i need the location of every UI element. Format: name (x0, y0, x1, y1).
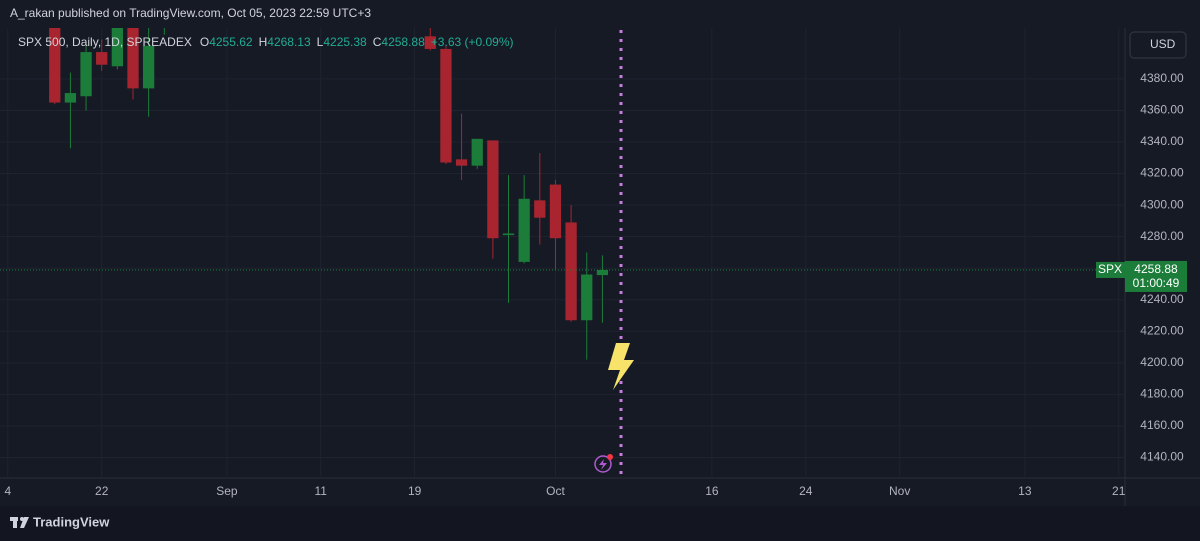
candle-body (127, 28, 139, 89)
tradingview-logo (10, 517, 29, 528)
close-label: C (372, 35, 382, 49)
high-value: 4268.13 (267, 35, 311, 49)
low-value: 4225.38 (323, 35, 367, 49)
x-tick-label: 19 (408, 484, 422, 498)
candle-body (549, 184, 562, 239)
y-tick-label: 4320.00 (1140, 166, 1184, 180)
alert-icon[interactable] (594, 455, 612, 473)
candle-body (80, 52, 92, 97)
candle-body (96, 52, 108, 65)
x-tick-label: 22 (95, 484, 109, 498)
y-tick-label: 4220.00 (1140, 323, 1184, 337)
grid (0, 28, 1125, 478)
y-tick-label: 4280.00 (1140, 229, 1184, 243)
logo-part (13, 517, 17, 528)
x-tick-label: 24 (799, 484, 813, 498)
price-tag (1125, 260, 1187, 292)
candle-body (596, 269, 609, 276)
brand: TradingView (33, 514, 110, 529)
candle-body (581, 274, 593, 321)
candle-body (455, 159, 468, 166)
y-tick-label: 4140.00 (1140, 450, 1184, 464)
price-tag-symbol-box (1096, 261, 1125, 278)
legend: SPX 500, Daily, 1D, SPREADEX O4255.62 H426… (18, 35, 520, 49)
candle-body (64, 93, 77, 103)
price-tag-symbol: SPX (1098, 262, 1122, 276)
symbol: SPX 500, Daily, 1D, SPREADEX (18, 35, 192, 49)
y-tick-label: 4200.00 (1140, 355, 1184, 369)
x-tick-label: 4 (4, 484, 11, 498)
y-tick-label: 4240.00 (1140, 292, 1184, 306)
high-label: H (258, 35, 268, 49)
price-tag-value: 4258.88 (1134, 262, 1178, 276)
currency-label: USD (1150, 37, 1176, 51)
candle-body (487, 140, 499, 239)
x-tick-label: Oct (546, 484, 565, 498)
publish-header: A_rakan published on TradingView.com, Oc… (10, 6, 371, 20)
currency-button[interactable] (1129, 31, 1187, 59)
x-tick-label: Nov (889, 484, 910, 498)
candle-body (565, 222, 577, 321)
x-tick-label: 13 (1018, 484, 1032, 498)
logo-part (20, 517, 29, 528)
countdown: 01:00:49 (1133, 276, 1180, 290)
open-value: 4255.62 (209, 35, 253, 49)
alert-icon-bolt (599, 459, 607, 470)
candle-body (143, 45, 155, 89)
x-tick-label: 11 (315, 484, 328, 498)
y-tick-label: 4340.00 (1140, 134, 1184, 148)
candle-body (471, 138, 483, 166)
y-tick-label: 4380.00 (1140, 71, 1184, 85)
low-label: L (316, 35, 324, 49)
candle-body (518, 198, 530, 262)
x-tick-label: 16 (705, 484, 719, 498)
candle-body (111, 28, 123, 67)
candles (49, 28, 609, 360)
y-tick-label: 4300.00 (1140, 197, 1184, 211)
x-tick-label: 21 (1112, 484, 1126, 498)
lightning-icon (608, 343, 634, 390)
open-label: O (199, 35, 210, 49)
y-tick-label: 4160.00 (1140, 418, 1184, 432)
x-tick-label: Sep (216, 484, 238, 498)
change: +3.63 (+0.09%) (430, 35, 514, 49)
candle-body (502, 233, 515, 236)
candle-body (49, 28, 61, 103)
candle-body (424, 36, 436, 49)
candle-body (534, 200, 546, 218)
y-tick-label: 4180.00 (1140, 387, 1184, 401)
candle-body (440, 48, 452, 163)
close-value: 4258.88 (381, 35, 425, 49)
alert-dot (607, 454, 613, 460)
y-tick-label: 4360.00 (1140, 103, 1184, 117)
footer-bar (0, 506, 1200, 541)
